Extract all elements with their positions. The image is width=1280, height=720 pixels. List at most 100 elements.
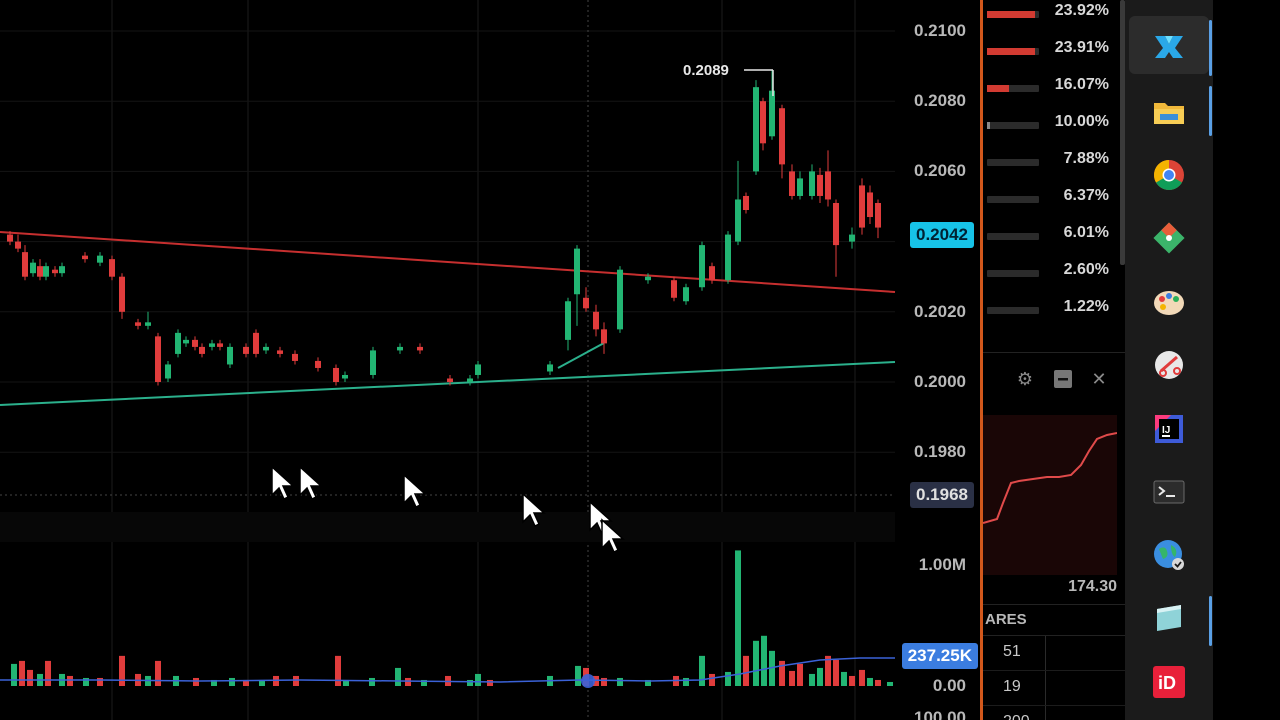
percent-bar [987, 307, 1039, 314]
volume-bar [83, 677, 89, 686]
support-trendline [0, 361, 896, 406]
list-item[interactable]: 10.00% [983, 111, 1125, 147]
table-row[interactable]: 19 [983, 671, 1125, 706]
volume-bar [27, 669, 33, 686]
percent-change: 23.92% [1054, 2, 1109, 19]
price-chart-canvas[interactable] [0, 0, 980, 720]
shares-cell: 51 [1003, 643, 1021, 660]
intellij-icon[interactable]: IJ [1151, 411, 1187, 447]
list-item[interactable]: 16.07% [983, 74, 1125, 110]
candle-body [593, 311, 599, 330]
git-icon[interactable] [1151, 220, 1187, 256]
volume-bar [405, 677, 411, 686]
candle-body [43, 266, 49, 277]
candle-body [875, 202, 881, 228]
candle-body [209, 343, 215, 347]
candle-body [565, 301, 571, 340]
close-icon[interactable]: ✕ [1091, 369, 1107, 389]
panel-scrollbar[interactable] [1120, 0, 1125, 265]
shares-column-header[interactable]: ARES [983, 604, 1125, 636]
price-chart-pane[interactable]: 0.2100 0.2080 0.2060 0.2020 0.2000 0.198… [0, 0, 980, 720]
gear-icon[interactable]: ⚙ [1016, 369, 1034, 389]
list-item[interactable]: 1.22% [983, 296, 1125, 332]
candle-body [817, 174, 823, 196]
list-item[interactable]: 6.01% [983, 222, 1125, 258]
candle-body [192, 339, 198, 347]
candle-body [119, 276, 125, 312]
mini-price-chart [983, 415, 1117, 575]
volume-bar [243, 679, 249, 686]
volume-bar [617, 677, 623, 686]
table-row[interactable]: 51 [983, 636, 1125, 671]
globe-icon[interactable] [1151, 537, 1187, 573]
volume-bar [809, 673, 815, 686]
watchlist-panel: 23.92% 23.91% 16.07% 10.00% 7.88% 6.37% … [983, 0, 1125, 720]
chrome-icon[interactable] [1151, 157, 1187, 193]
list-item[interactable]: 23.91% [983, 37, 1125, 73]
volume-bar [97, 677, 103, 686]
volume-bar [293, 675, 299, 686]
crosshair-dot [581, 674, 595, 688]
terminal-icon[interactable] [1151, 474, 1187, 510]
candle-body [145, 322, 151, 326]
candle-body [683, 287, 689, 302]
percent-change: 1.22% [1063, 298, 1109, 315]
svg-text:IJ: IJ [1162, 425, 1170, 436]
minimize-icon[interactable] [1051, 367, 1075, 391]
volume-bar [797, 663, 803, 686]
pane-divider[interactable] [980, 0, 983, 720]
candle-body [243, 346, 249, 354]
candle-body [199, 346, 205, 354]
candle-body [417, 346, 423, 351]
candle-body [645, 276, 651, 281]
candle-body [183, 339, 189, 344]
volume-bar [887, 681, 893, 686]
candle-body [135, 322, 141, 326]
active-indicator [1209, 20, 1212, 76]
volume-bar [467, 679, 473, 686]
candle-body [475, 364, 481, 375]
percent-bar [987, 85, 1039, 92]
table-row[interactable]: 200 [983, 706, 1125, 720]
app-x-icon[interactable] [1151, 28, 1187, 64]
percent-change: 7.88% [1063, 150, 1109, 167]
candle-body [292, 353, 298, 361]
candle-body [583, 297, 589, 309]
percent-bar [987, 11, 1039, 18]
high-price-annotation: 0.2089 [683, 62, 729, 79]
candle-body [315, 360, 321, 368]
notes-icon[interactable] [1151, 601, 1187, 637]
candle-body [833, 202, 839, 246]
volume-axis-bottom: 100.00 [914, 708, 966, 720]
id-app-icon[interactable]: iD [1151, 664, 1187, 700]
price-axis-label: 0.1980 [914, 442, 966, 461]
candle-body [617, 269, 623, 330]
percent-change: 16.07% [1054, 76, 1109, 93]
candle-body [109, 259, 115, 277]
list-item[interactable]: 2.60% [983, 259, 1125, 295]
shares-cell: 19 [1003, 678, 1021, 695]
shares-cell: 200 [1003, 713, 1030, 720]
candle-body [82, 255, 88, 260]
candle-body [7, 234, 13, 242]
candle-body [97, 255, 103, 263]
candle-body [809, 171, 815, 196]
candle-body [601, 329, 607, 344]
candle-body [574, 248, 580, 295]
paint-palette-icon[interactable] [1151, 284, 1187, 320]
candle-body [779, 108, 785, 165]
mouse-cursor-icon [522, 492, 546, 528]
volume-bar [229, 677, 235, 686]
candle-body [52, 269, 58, 274]
snipping-tool-icon[interactable] [1151, 347, 1187, 383]
candle-body [155, 336, 161, 382]
svg-text:iD: iD [1158, 673, 1176, 693]
volume-bar [825, 655, 831, 686]
list-item[interactable]: 7.88% [983, 148, 1125, 184]
candle-body [175, 332, 181, 354]
volume-average-line [0, 657, 895, 683]
volume-bar [817, 667, 823, 686]
file-explorer-icon[interactable] [1151, 94, 1187, 130]
list-item[interactable]: 23.92% [983, 0, 1125, 36]
list-item[interactable]: 6.37% [983, 185, 1125, 221]
